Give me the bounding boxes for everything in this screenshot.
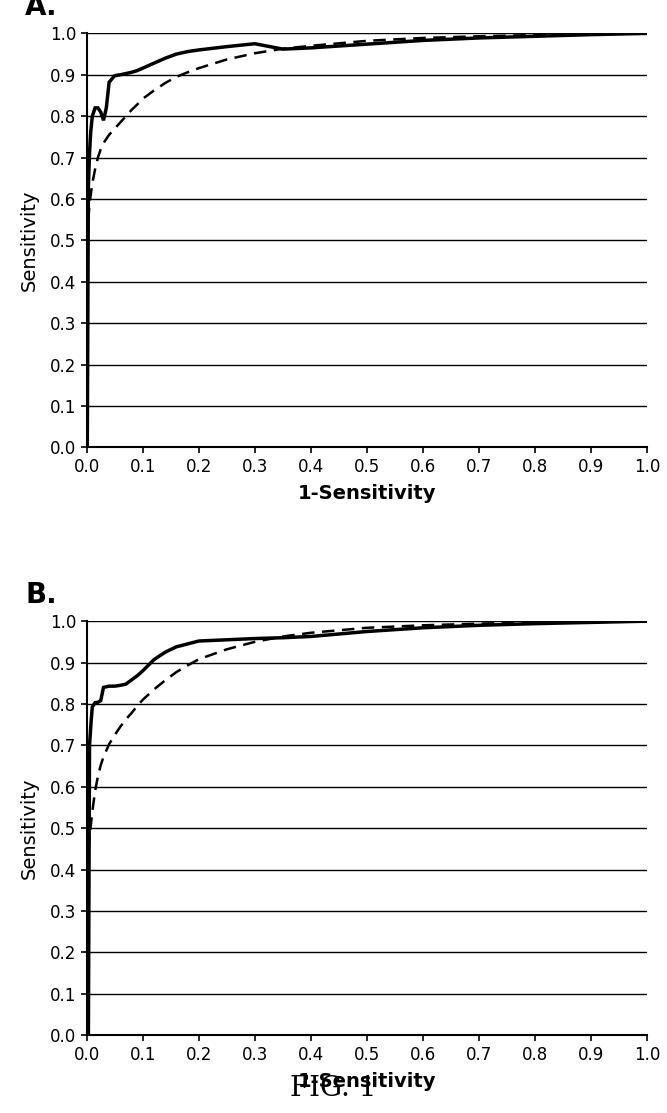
X-axis label: 1-Sensitivity: 1-Sensitivity [297, 1072, 436, 1091]
Text: A.: A. [25, 0, 58, 21]
Y-axis label: Sensitivity: Sensitivity [20, 777, 39, 879]
Y-axis label: Sensitivity: Sensitivity [20, 189, 39, 292]
X-axis label: 1-Sensitivity: 1-Sensitivity [297, 484, 436, 503]
Text: FIG. 1: FIG. 1 [290, 1075, 377, 1102]
Text: B.: B. [25, 581, 57, 609]
